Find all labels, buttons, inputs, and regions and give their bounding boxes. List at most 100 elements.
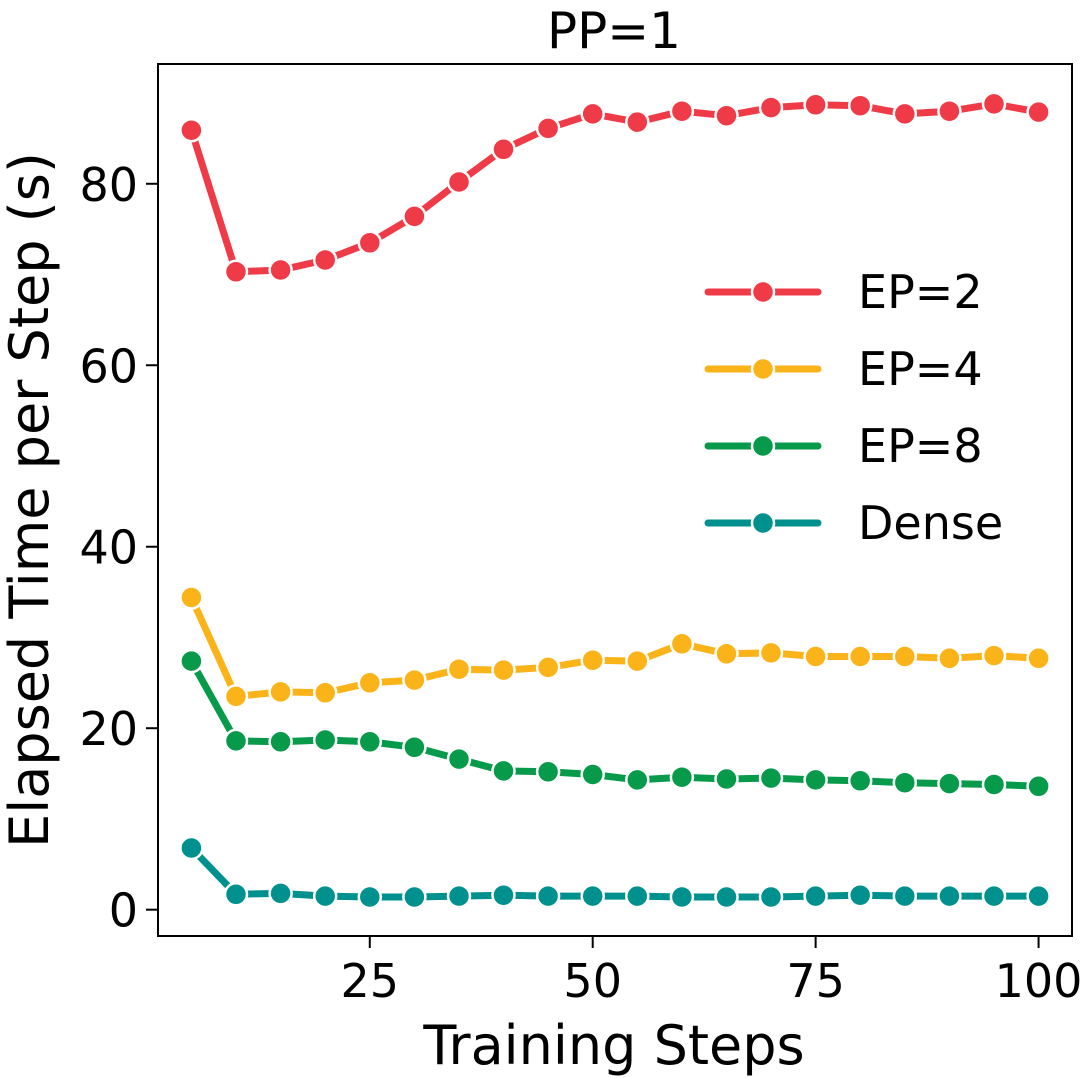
data-point	[758, 95, 784, 120]
data-point	[179, 585, 204, 610]
data-point	[937, 98, 962, 124]
data-point	[625, 767, 650, 793]
data-point	[758, 884, 784, 910]
data-point	[669, 764, 695, 790]
data-point	[714, 103, 739, 128]
legend-label: EP=4	[858, 342, 983, 396]
legend: EP=2 EP=4 EP=8 Dense	[704, 265, 1003, 550]
series-EP=8	[179, 648, 1051, 799]
data-point	[491, 137, 516, 162]
series-EP=4	[179, 585, 1051, 709]
data-point	[179, 835, 204, 861]
data-point	[357, 729, 383, 755]
data-point	[981, 91, 1007, 117]
x-axis-label: Training Steps	[422, 1014, 804, 1077]
data-point	[268, 729, 293, 755]
data-point	[847, 882, 873, 908]
legend-label: EP=8	[858, 419, 983, 473]
y-tick-label: 0	[109, 884, 138, 938]
data-point	[491, 882, 516, 908]
data-point	[312, 727, 338, 753]
data-point	[1026, 646, 1051, 671]
chart-title: PP=1	[547, 2, 681, 60]
y-tick-label: 60	[79, 339, 138, 393]
data-point	[625, 109, 650, 135]
data-point	[491, 758, 516, 784]
data-point	[758, 765, 784, 791]
data-point	[402, 667, 427, 693]
data-point	[1026, 883, 1051, 909]
data-point	[580, 101, 605, 127]
data-point	[669, 98, 695, 124]
series-Dense	[179, 835, 1051, 910]
legend-item-Dense: Dense	[704, 496, 1003, 550]
axis-ticks: 25 50 75 100 0 20 40 60 80	[79, 158, 1080, 1008]
x-tick-label: 75	[786, 954, 845, 1008]
data-point	[402, 884, 427, 910]
data-point	[580, 883, 605, 909]
data-point	[357, 670, 383, 696]
legend-marker	[750, 279, 776, 305]
y-tick-label: 20	[79, 702, 138, 756]
data-point	[446, 883, 472, 909]
data-point	[714, 766, 739, 792]
legend-marker	[750, 356, 776, 382]
data-point	[892, 883, 918, 909]
data-point	[847, 768, 873, 794]
legend-label: EP=2	[858, 265, 983, 319]
data-point	[937, 646, 962, 671]
data-point	[714, 641, 739, 667]
plot-area	[179, 91, 1051, 910]
data-point	[981, 772, 1007, 797]
x-tick-label: 50	[563, 954, 622, 1008]
data-point	[357, 230, 383, 256]
legend-item-EP=8: EP=8	[704, 419, 983, 473]
data-point	[803, 92, 828, 118]
data-point	[892, 101, 918, 127]
data-point	[625, 883, 650, 909]
data-point	[937, 771, 962, 796]
axes-frame	[157, 63, 1073, 937]
data-point	[1026, 774, 1051, 799]
data-point	[446, 656, 472, 682]
data-point	[580, 762, 605, 787]
data-point	[535, 883, 561, 909]
series-EP=2	[179, 91, 1051, 285]
data-point	[892, 770, 918, 795]
data-point	[535, 655, 561, 680]
data-point	[847, 644, 873, 669]
data-point	[312, 247, 338, 273]
data-point	[535, 759, 561, 785]
data-point	[714, 884, 739, 910]
data-point	[268, 257, 293, 283]
data-point	[223, 882, 249, 907]
data-point	[223, 259, 249, 285]
data-point	[223, 684, 249, 709]
data-point	[625, 648, 650, 674]
data-point	[669, 631, 695, 657]
legend-marker	[750, 433, 776, 459]
data-point	[179, 648, 204, 674]
y-tick-label: 40	[79, 521, 138, 575]
data-point	[312, 883, 338, 909]
data-point	[402, 204, 427, 229]
legend-label: Dense	[858, 496, 1003, 550]
data-point	[892, 644, 918, 669]
y-axis-label: Elapsed Time per Step (s)	[0, 152, 61, 848]
data-point	[803, 644, 828, 669]
data-point	[357, 884, 383, 910]
data-point	[268, 881, 293, 906]
x-tick-label: 100	[995, 954, 1080, 1008]
data-point	[446, 746, 472, 772]
legend-item-EP=2: EP=2	[704, 265, 983, 319]
data-point	[758, 640, 784, 666]
data-point	[803, 767, 828, 793]
data-point	[268, 679, 293, 705]
data-point	[402, 735, 427, 760]
data-point	[446, 169, 472, 195]
data-point	[1026, 99, 1051, 125]
y-tick-label: 80	[79, 158, 138, 212]
data-point	[491, 657, 516, 683]
data-point	[803, 883, 828, 909]
data-point	[179, 117, 204, 143]
